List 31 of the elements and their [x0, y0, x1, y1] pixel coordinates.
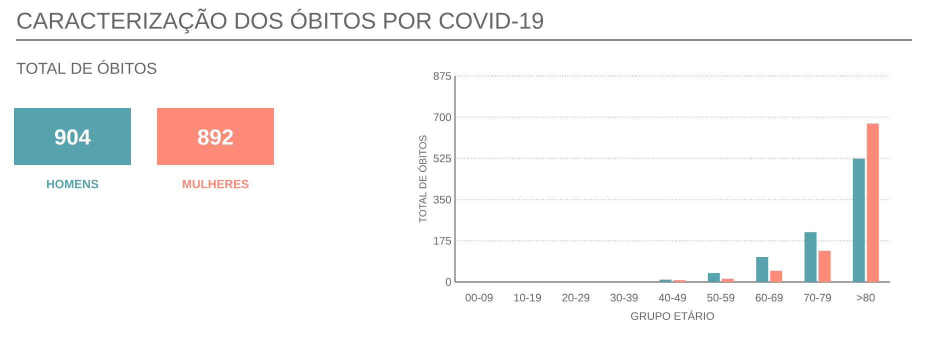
x-tick-label: 20-29: [562, 294, 590, 302]
x-axis-title: GRUPO ETÁRIO: [631, 310, 714, 320]
bar: [756, 257, 768, 282]
bar: [722, 278, 734, 282]
text: CARACTERIZAÇÃO DOS ÓBITOS POR COVID-19: [17, 8, 544, 34]
bar: [770, 270, 782, 282]
data-label: 892: [198, 129, 233, 145]
bar: [818, 250, 830, 282]
bar: [708, 273, 720, 282]
bar: [804, 232, 817, 282]
x-tick-label: 00-09: [466, 294, 493, 302]
y-axis-title: TOTAL DE ÓBITOS: [418, 135, 426, 223]
bar: [866, 124, 879, 282]
x-tick-label: 10-19: [514, 294, 541, 302]
x-tick-label: 50-59: [707, 294, 734, 302]
x-tick-label: >80: [857, 294, 875, 302]
bar: [852, 158, 865, 282]
y-tick-label: 175: [434, 236, 452, 245]
data-label: 904: [54, 129, 91, 145]
category-label: HOMENS: [47, 180, 98, 188]
x-tick-label: 60-69: [756, 294, 783, 302]
category-label: MULHERES: [182, 180, 249, 188]
x-tick-label: 70-79: [804, 294, 831, 302]
y-tick-label: 525: [434, 154, 452, 162]
y-tick-label: 700: [434, 113, 452, 122]
y-tick-label: 350: [434, 196, 452, 204]
y-tick-label: 875: [434, 72, 452, 80]
text: TOTAL DE ÓBITOS: [16, 60, 156, 74]
y-tick-label: 0: [446, 278, 452, 286]
x-tick-label: 40-49: [658, 294, 686, 302]
x-tick-label: 30-39: [610, 294, 638, 302]
